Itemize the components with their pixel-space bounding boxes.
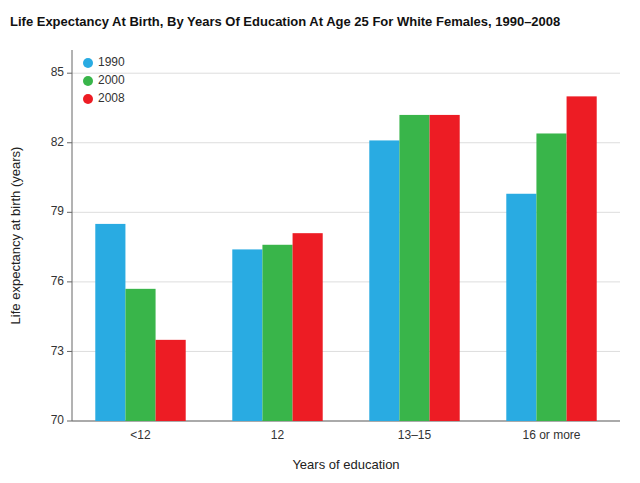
axes: 70 73 76 79 82 85 <12 12 13–15 16 or more: [51, 50, 620, 442]
bar: [536, 133, 566, 421]
bar: [95, 224, 125, 421]
bar: [369, 140, 399, 421]
bar: [125, 289, 155, 421]
category-label: 13–15: [398, 428, 432, 442]
legend-swatch: [83, 76, 93, 86]
bar: [399, 115, 429, 421]
tick-label: 73: [51, 344, 65, 358]
legend-swatch: [83, 58, 93, 68]
y-axis-line: [72, 50, 73, 421]
legend-swatch: [83, 94, 93, 104]
tick-mark: [67, 351, 72, 352]
grid-line: [72, 73, 620, 74]
tick-label: 82: [51, 135, 65, 149]
legend: 1990 2000 2008: [83, 55, 125, 105]
bar: [262, 245, 292, 421]
y-axis-label: Life expectancy at birth (years): [8, 147, 23, 325]
bar: [430, 115, 460, 421]
bar: [156, 340, 186, 421]
bar: [567, 96, 597, 421]
tick-label: 79: [51, 204, 65, 218]
bar: [293, 233, 323, 421]
tick-mark: [67, 212, 72, 213]
title: Life Expectancy At Birth, By Years Of Ed…: [10, 14, 560, 29]
bar: [506, 194, 536, 421]
x-axis-label: Years of education: [292, 457, 399, 472]
tick-label: 70: [51, 413, 65, 427]
tick-mark: [67, 73, 72, 74]
tick-label: 76: [51, 274, 65, 288]
legend-label: 2000: [98, 73, 125, 87]
legend-label: 2008: [98, 91, 125, 105]
bars: [95, 96, 596, 421]
category-label: 12: [271, 428, 285, 442]
tick-mark: [67, 142, 72, 143]
tick-label: 85: [51, 65, 65, 79]
bar: [232, 249, 262, 421]
category-label: <12: [130, 428, 151, 442]
grid: [72, 73, 620, 421]
chart: 70 73 76 79 82 85 <12 12 13–15 16 or more Years of…: [0, 0, 640, 483]
tick-mark: [67, 281, 72, 282]
tick-mark: [67, 421, 72, 422]
legend-label: 1990: [98, 55, 125, 69]
category-label: 16 or more: [522, 428, 580, 442]
